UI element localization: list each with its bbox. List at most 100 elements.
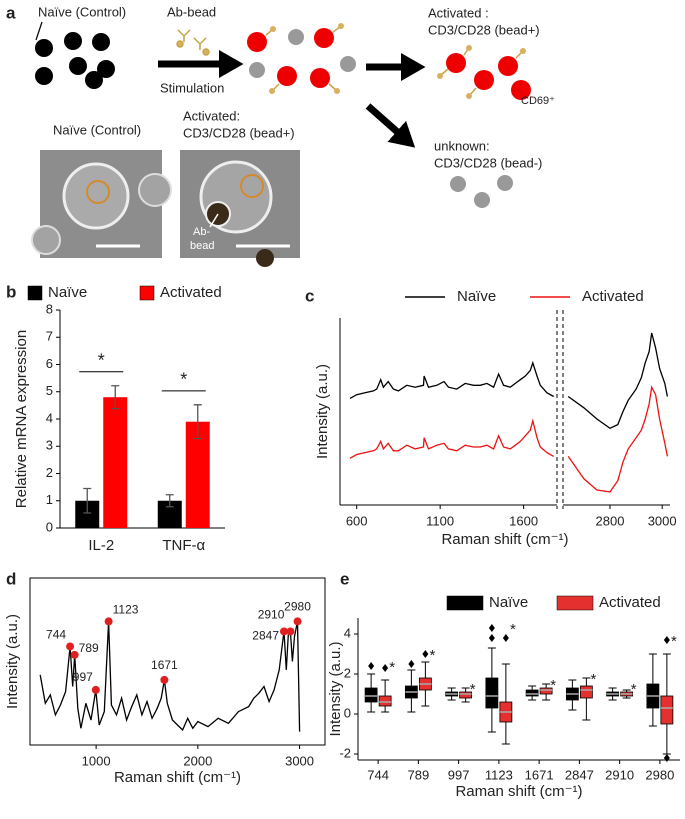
panel-label: c (305, 286, 314, 305)
significance-label: * (180, 370, 187, 390)
bar (185, 421, 210, 528)
legend-label: Naïve (489, 594, 528, 611)
spectrum-line (349, 385, 669, 493)
y-tick-label: 4 (46, 410, 53, 425)
y-tick-label: 3 (46, 438, 53, 453)
outlier (368, 662, 375, 670)
micrograph-title: CD3/CD28 (bead+) (183, 125, 295, 140)
significance-label: * (98, 351, 105, 371)
unknown-title: unknown: (434, 138, 490, 153)
box (459, 691, 473, 699)
x-tick-label: TNF-α (162, 537, 205, 554)
legend-swatch (446, 595, 484, 611)
x-tick-label: 1000 (82, 753, 111, 768)
peak-marker (91, 685, 100, 694)
panel-a: a Naïve (Control) Ab-bead Stimulation Ac… (6, 3, 555, 267)
significance-label: * (631, 681, 637, 698)
y-axis-label: Intensity (a.u.) (314, 364, 331, 459)
box (660, 695, 674, 725)
peak-label: 744 (46, 628, 66, 642)
x-tick-label: 1100 (426, 513, 454, 528)
x-tick-label: 1600 (509, 513, 538, 528)
outlier (422, 650, 429, 658)
peak-label: 2980 (284, 600, 311, 614)
micrograph-title: Naïve (Control) (53, 122, 141, 137)
axis-break (557, 310, 563, 509)
activated-cells (437, 45, 531, 100)
box (539, 687, 553, 695)
peak-label: 2910 (258, 608, 285, 622)
x-tick-label: 789 (408, 767, 430, 782)
significance-label: * (671, 633, 677, 650)
x-tick-label: 3000 (648, 513, 677, 528)
box (525, 689, 539, 697)
peak-marker (70, 650, 79, 659)
error-bar (193, 404, 202, 440)
stimulation-label: Stimulation (160, 80, 224, 95)
pointer (35, 21, 43, 41)
peak-marker (280, 627, 289, 636)
peak-label: 1123 (113, 603, 139, 617)
error-bar (165, 494, 174, 508)
x-tick-label: 2980 (645, 767, 674, 782)
peak-marker (104, 617, 113, 626)
unknown-title: CD3/CD28 (bead-) (434, 155, 542, 170)
y-axis-label: Relative mRNA expression (13, 330, 30, 508)
inset-label: Ab- (193, 226, 210, 238)
y-tick-label: 2 (46, 465, 53, 480)
y-tick-label: -2 (339, 745, 351, 760)
y-tick-label: 1 (46, 492, 53, 507)
error-bar (111, 385, 120, 410)
peak-label: 2847 (252, 629, 279, 643)
x-tick-label: 1671 (525, 767, 554, 782)
outlier (382, 664, 389, 672)
significance-label: * (550, 677, 556, 694)
significance-label: * (429, 647, 435, 664)
micrograph (180, 150, 300, 267)
y-tick-label: 7 (46, 329, 53, 344)
spectrum-line (39, 621, 301, 732)
x-tick-label: 3000 (285, 753, 314, 768)
peak-marker (293, 617, 302, 626)
peak-label: 1671 (151, 658, 178, 672)
outlier (663, 754, 670, 762)
naive-cells (35, 32, 115, 89)
activated-title: CD3/CD28 (bead+) (428, 22, 540, 37)
y-axis-label: Intensity (a.u.) (4, 614, 21, 709)
legend-label: Activated (582, 288, 644, 305)
outlier (502, 634, 509, 642)
panel-label: e (340, 569, 349, 588)
activated-title: Activated : (428, 5, 489, 20)
peak-label: 997 (73, 670, 93, 684)
y-tick-label: 4 (344, 625, 351, 640)
legend-label: Activated (599, 594, 661, 611)
x-tick-label: 2910 (605, 767, 634, 782)
x-tick-label: 744 (367, 767, 389, 782)
x-tick-label: 2800 (596, 513, 625, 528)
peak-marker (66, 642, 75, 651)
significance-label: * (510, 621, 516, 638)
x-tick-label: 2847 (565, 767, 594, 782)
arrow (365, 103, 416, 148)
legend-label: Activated (160, 284, 222, 301)
x-axis-label: Raman shift (cm⁻¹) (114, 769, 241, 786)
micrograph (31, 150, 172, 258)
marker-label: CD69⁺ (521, 95, 555, 107)
naive-title: Naïve (Control) (38, 4, 126, 19)
x-tick-label: IL-2 (88, 537, 114, 554)
panel-label: a (6, 3, 16, 22)
x-tick-label: 997 (448, 767, 470, 782)
bar (103, 397, 128, 528)
legend-swatch (139, 285, 155, 301)
peak-marker (160, 675, 169, 684)
x-tick-label: 2000 (183, 753, 212, 768)
peak-label: 789 (79, 641, 99, 655)
error-bar (83, 487, 92, 514)
bead-icons (176, 29, 210, 56)
panel-label: b (6, 282, 16, 301)
spectrum-line (349, 332, 669, 430)
panel-label: d (6, 569, 16, 588)
x-axis-label: Raman shift (cm⁻¹) (455, 783, 582, 800)
